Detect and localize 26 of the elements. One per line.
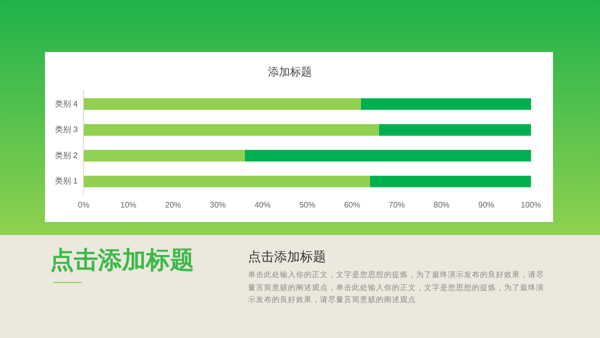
x-tick-label: 100% [520, 200, 542, 210]
chart-title: 添加标题 [268, 66, 312, 79]
x-tick-label: 0% [78, 200, 90, 210]
x-tick-label: 70% [388, 200, 405, 210]
bar [84, 150, 245, 162]
y-tick-label: 类别 2 [55, 150, 78, 160]
bar [84, 98, 362, 110]
x-tick-label: 30% [210, 200, 226, 210]
y-tick-label: 类别 1 [55, 176, 78, 186]
bar [361, 98, 531, 110]
x-tick-label: 50% [299, 200, 316, 210]
y-tick-label: 类别 3 [55, 125, 78, 134]
x-tick-label: 90% [478, 200, 494, 210]
bar [244, 150, 531, 162]
text: 点击添加标题 [50, 245, 194, 276]
x-tick-label: 80% [434, 200, 450, 210]
bar [370, 176, 531, 188]
x-tick-label: 10% [120, 200, 136, 210]
bar [378, 124, 531, 136]
bar [84, 176, 370, 188]
text: 点击添加标题 [248, 249, 326, 266]
bar [84, 124, 379, 136]
x-tick-label: 60% [344, 200, 360, 210]
y-tick-label: 类别 4 [55, 99, 78, 108]
x-tick-label: 20% [165, 200, 182, 210]
x-tick-label: 40% [254, 200, 271, 210]
